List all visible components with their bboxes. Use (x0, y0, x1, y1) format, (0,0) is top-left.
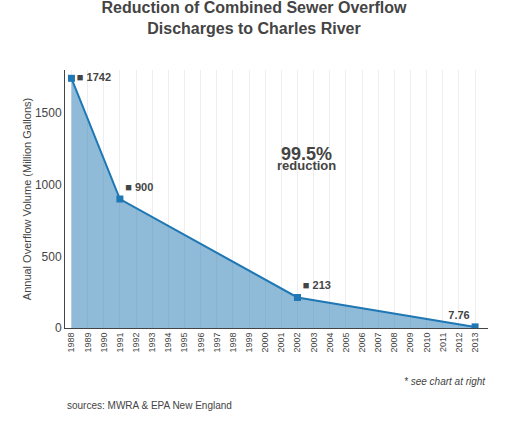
svg-text:2009: 2009 (405, 333, 415, 353)
svg-text:reduction: reduction (277, 158, 336, 173)
svg-text:2007: 2007 (373, 333, 383, 353)
svg-text:2002: 2002 (292, 333, 302, 353)
svg-text:■ 1742: ■ 1742 (77, 71, 111, 83)
svg-text:1998: 1998 (228, 333, 238, 353)
svg-text:2011: 2011 (438, 333, 448, 352)
svg-text:1996: 1996 (196, 333, 206, 353)
svg-text:0: 0 (55, 321, 62, 335)
svg-text:1993: 1993 (147, 333, 157, 353)
svg-text:1988: 1988 (66, 333, 76, 353)
svg-text:1989: 1989 (83, 333, 93, 353)
svg-text:1990: 1990 (99, 333, 109, 353)
svg-text:2012: 2012 (454, 333, 464, 353)
svg-text:Reduction of Combined Sewer Ov: Reduction of Combined Sewer OverflowDisc… (102, 0, 407, 37)
svg-text:Annual Overflow Volume (Millio: Annual Overflow Volume (Million Gallons) (21, 98, 33, 300)
svg-text:7.76: 7.76 (448, 309, 469, 321)
svg-text:2008: 2008 (389, 333, 399, 353)
svg-text:1999: 1999 (244, 333, 254, 353)
svg-text:sources: MWRA & EPA New Englan: sources: MWRA & EPA New England (67, 400, 232, 411)
svg-text:* see chart at right: * see chart at right (404, 376, 486, 387)
svg-text:99.5%: 99.5% (281, 144, 332, 164)
svg-text:2005: 2005 (341, 333, 351, 353)
svg-text:1994: 1994 (163, 333, 173, 353)
svg-text:2001: 2001 (276, 333, 286, 353)
svg-text:2003: 2003 (309, 333, 319, 353)
svg-text:1500: 1500 (35, 106, 62, 120)
svg-text:500: 500 (42, 250, 62, 264)
svg-text:2013: 2013 (470, 333, 480, 353)
svg-text:1995: 1995 (179, 333, 189, 353)
svg-text:1000: 1000 (35, 178, 62, 192)
svg-text:2000: 2000 (260, 333, 270, 353)
svg-text:2006: 2006 (357, 333, 367, 353)
svg-text:2010: 2010 (422, 333, 432, 353)
svg-text:1997: 1997 (212, 333, 222, 353)
svg-text:1991: 1991 (115, 333, 125, 353)
svg-text:■ 900: ■ 900 (125, 181, 153, 193)
svg-text:■ 213: ■ 213 (303, 279, 331, 291)
svg-text:2004: 2004 (325, 333, 335, 353)
svg-text:1992: 1992 (131, 333, 141, 353)
